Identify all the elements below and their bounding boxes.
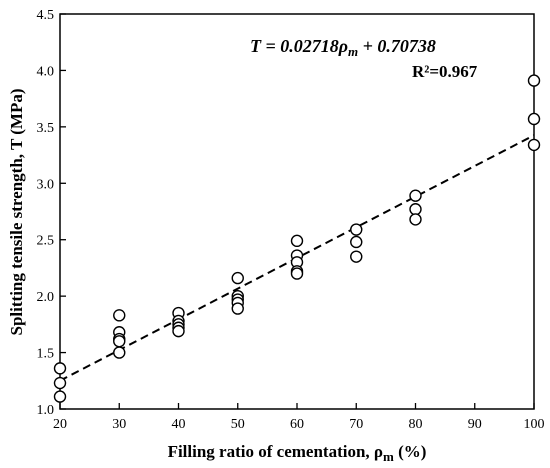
y-tick-label: 3.5 bbox=[37, 121, 55, 136]
x-tick-label: 100 bbox=[524, 417, 545, 432]
data-point bbox=[527, 138, 541, 152]
data-point bbox=[409, 189, 422, 202]
data-point bbox=[290, 234, 304, 248]
x-tick-label: 50 bbox=[231, 417, 245, 432]
x-tick-label: 70 bbox=[349, 417, 363, 432]
x-axis-title: Filling ratio of cementation, ρm (%) bbox=[168, 442, 427, 464]
data-point bbox=[53, 390, 67, 403]
data-point bbox=[113, 346, 126, 359]
data-point bbox=[409, 203, 422, 216]
data-point bbox=[350, 235, 363, 249]
data-point bbox=[350, 223, 363, 236]
data-point bbox=[231, 271, 244, 285]
y-tick-label: 2.5 bbox=[37, 234, 55, 249]
data-point bbox=[53, 362, 67, 375]
data-point bbox=[113, 335, 126, 348]
data-point bbox=[409, 213, 422, 226]
x-tick-label: 90 bbox=[468, 417, 482, 432]
data-point bbox=[527, 74, 541, 87]
y-tick-label: 4.0 bbox=[37, 64, 55, 79]
data-point bbox=[113, 309, 126, 322]
x-tick-label: 80 bbox=[409, 417, 423, 432]
y-tick-label: 4.5 bbox=[37, 8, 55, 23]
data-point bbox=[350, 250, 363, 263]
x-tick-label: 40 bbox=[172, 417, 186, 432]
y-tick-label: 3.0 bbox=[37, 177, 55, 192]
x-tick-label: 30 bbox=[112, 417, 126, 432]
y-tick-label: 1.5 bbox=[37, 347, 55, 362]
data-point bbox=[290, 267, 304, 280]
y-tick-label: 2.0 bbox=[37, 290, 55, 305]
data-point bbox=[53, 376, 67, 390]
x-tick-label: 60 bbox=[290, 417, 304, 432]
y-axis-ticks: 1.0 1.5 2.0 2.5 3.0 3.5 4.0 4.5 bbox=[37, 8, 66, 418]
data-point bbox=[527, 112, 541, 126]
r-squared: R²=0.967 bbox=[412, 62, 478, 81]
data-point bbox=[172, 324, 185, 338]
data-point bbox=[231, 302, 244, 315]
y-axis-title: Splitting tensile strength, T (MPa) bbox=[7, 89, 26, 336]
y-tick-label: 1.0 bbox=[37, 403, 55, 418]
x-axis-ticks: 20 30 40 50 60 70 80 90 100 bbox=[53, 403, 545, 432]
data-points bbox=[53, 74, 541, 403]
x-tick-label: 20 bbox=[53, 417, 67, 432]
fit-equation: T = 0.02718ρm + 0.70738 bbox=[250, 36, 436, 59]
